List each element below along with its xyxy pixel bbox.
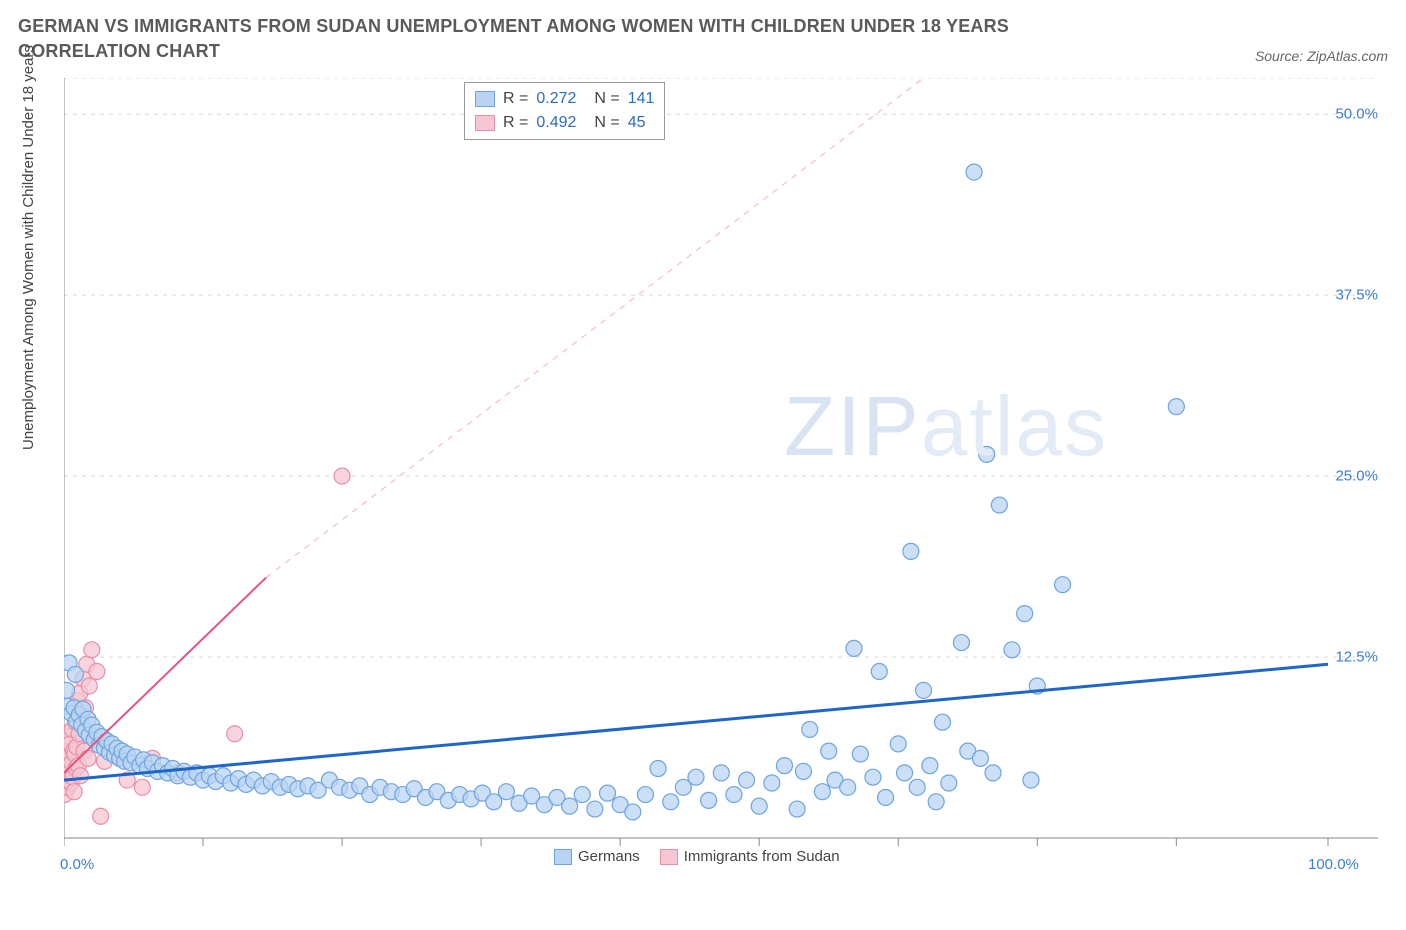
- correlation-stats-box: R = 0.272 N = 141 R = 0.492 N = 45: [464, 82, 665, 140]
- stat-r-label: R =: [503, 111, 528, 135]
- chart-area: ZIPatlas R =0.272N =141R =0.492N =45 Ger…: [64, 78, 1384, 873]
- stat-r-value: 0.272: [536, 87, 576, 111]
- legend-label: Immigrants from Sudan: [684, 848, 840, 865]
- y-tick-label: 50.0%: [1335, 106, 1378, 123]
- y-axis-label: Unemployment Among Women with Children U…: [20, 45, 37, 450]
- chart-title: GERMAN VS IMMIGRANTS FROM SUDAN UNEMPLOY…: [18, 14, 1118, 64]
- x-tick-label: 100.0%: [1308, 856, 1359, 873]
- chart-source: Source: ZipAtlas.com: [1255, 48, 1388, 64]
- legend-item: Immigrants from Sudan: [660, 848, 840, 865]
- stat-n-value: 141: [628, 87, 655, 111]
- stat-r-value: 0.492: [536, 111, 576, 135]
- stats-row: R = 0.272 N = 141: [475, 87, 654, 111]
- y-tick-label: 25.0%: [1335, 468, 1378, 485]
- y-tick-label: 37.5%: [1335, 287, 1378, 304]
- chart-header: GERMAN VS IMMIGRANTS FROM SUDAN UNEMPLOY…: [0, 0, 1406, 70]
- stat-n-value: 45: [628, 111, 646, 135]
- stats-row: R = 0.492 N = 45: [475, 111, 654, 135]
- scatter-plot: [64, 78, 1384, 873]
- stat-n-label: N =: [594, 111, 619, 135]
- stat-n-label: N =: [594, 87, 619, 111]
- legend-swatch: [554, 849, 572, 865]
- legend-item: Germans: [554, 848, 640, 865]
- legend-label: Germans: [578, 848, 640, 865]
- legend-swatch: [475, 115, 495, 131]
- legend-swatch: [475, 91, 495, 107]
- bottom-legend: Germans Immigrants from Sudan: [554, 848, 840, 865]
- legend-swatch: [660, 849, 678, 865]
- x-tick-label: 0.0%: [60, 856, 94, 873]
- y-tick-label: 12.5%: [1335, 649, 1378, 666]
- stat-r-label: R =: [503, 87, 528, 111]
